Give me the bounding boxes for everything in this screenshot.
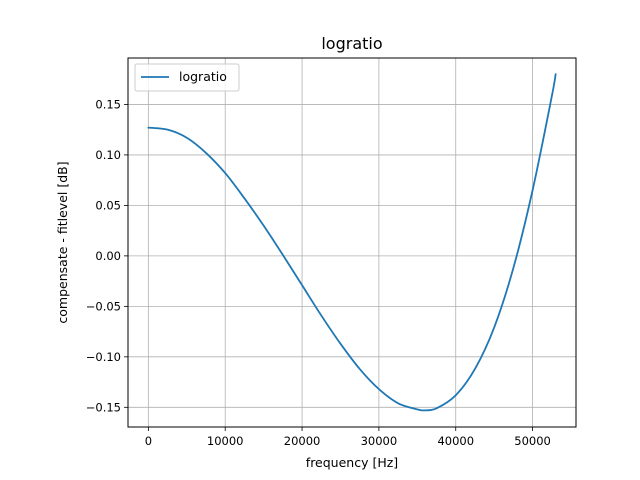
legend-label-logratio: logratio: [179, 69, 227, 84]
x-axis-label: frequency [Hz]: [306, 455, 398, 470]
y-tick-label: −0.10: [86, 350, 121, 364]
y-tick-label: −0.15: [86, 400, 121, 414]
y-tick-label: 0.05: [95, 198, 121, 212]
x-tick-label: 30000: [361, 434, 398, 448]
x-tick-label: 20000: [284, 434, 321, 448]
y-axis-label: compensate - fitlevel [dB]: [55, 161, 70, 323]
x-ticks: 0 10000 20000 30000 40000 50000: [145, 427, 551, 448]
x-tick-label: 40000: [437, 434, 474, 448]
x-tick-label: 0: [145, 434, 152, 448]
plot-frame: [127, 57, 577, 428]
grid-lines: [128, 58, 576, 427]
series-line-logratio: [147, 73, 557, 412]
y-tick-label: 0.10: [95, 148, 121, 162]
legend: logratio: [134, 63, 240, 92]
series-layer: [147, 73, 557, 412]
x-tick-label: 50000: [514, 434, 551, 448]
x-tick-label: 10000: [207, 434, 244, 448]
y-tick-label: −0.05: [86, 299, 121, 313]
legend-box: [134, 63, 240, 92]
y-ticks: −0.15 −0.10 −0.05 0.00 0.05 0.10 0.15: [86, 97, 128, 414]
y-tick-label: 0.00: [95, 249, 121, 263]
chart-title: logratio: [321, 34, 382, 53]
y-tick-label: 0.15: [95, 97, 121, 111]
